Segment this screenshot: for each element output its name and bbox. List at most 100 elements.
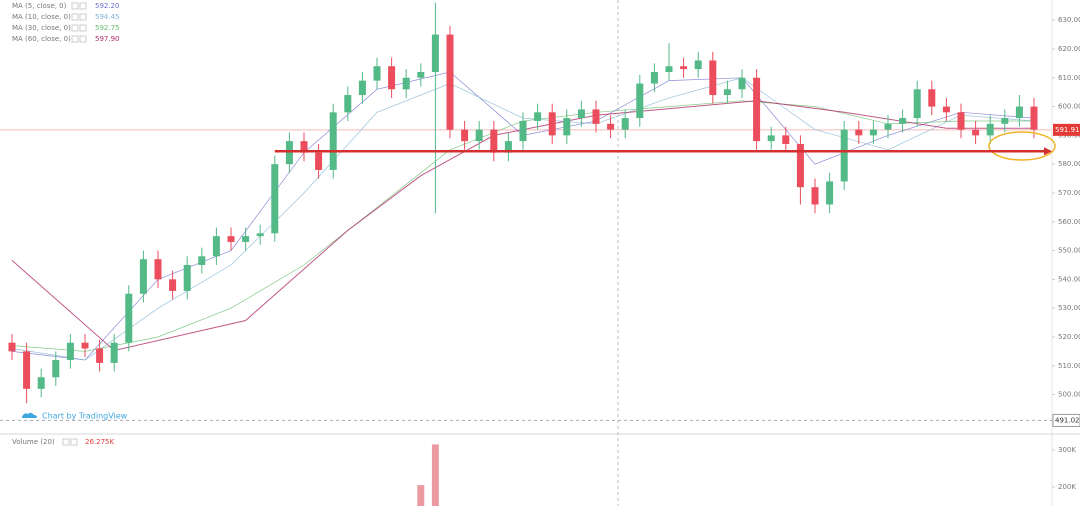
candle-body [110, 342, 118, 363]
candle-body [957, 112, 965, 130]
candle-body [198, 256, 206, 265]
candle-body [402, 77, 410, 90]
y-tick-label: 600.00 [1058, 103, 1080, 111]
candle-body [81, 342, 89, 349]
legend-icon [79, 24, 87, 32]
volume-last: 26.275K [85, 438, 114, 446]
candle-body [490, 129, 498, 153]
y-tick-label: 530.00 [1058, 304, 1080, 312]
candle-body [665, 66, 673, 72]
candle-body [154, 259, 162, 280]
candle-body [139, 259, 147, 294]
candle-body [548, 112, 556, 136]
candle-body [738, 77, 746, 90]
legend-icon [71, 13, 79, 21]
candle-body [534, 112, 542, 121]
price-label-bg [1053, 123, 1080, 136]
candle-body [899, 118, 907, 124]
candle-body [563, 118, 571, 136]
legend-icon [71, 35, 79, 43]
candle-body [37, 377, 45, 389]
candle-body [636, 83, 644, 119]
y-tick-label: 500.00 [1058, 391, 1080, 399]
candle-body [285, 141, 293, 165]
candle-body [227, 236, 235, 242]
watermark: Chart by TradingView [22, 412, 128, 421]
candle-body [183, 264, 191, 291]
legend-icon [70, 438, 78, 446]
candle-body [577, 109, 585, 119]
candle-body [796, 144, 804, 188]
candle-body [811, 187, 819, 205]
candle-body [519, 120, 527, 142]
candle-body [271, 164, 279, 234]
candle-body [913, 89, 921, 119]
y-tick-label: 630.00 [1058, 16, 1080, 24]
candle-body [1015, 106, 1023, 119]
candle-body [256, 233, 264, 237]
candle-body [96, 348, 104, 363]
watermark-text: Chart by TradingView [42, 412, 128, 421]
legend-value: 597.90 [95, 35, 120, 43]
candle-body [358, 80, 366, 96]
candle-body [694, 60, 702, 70]
candle-body [242, 236, 250, 242]
candle-body [782, 135, 790, 144]
legend-value: 592.20 [95, 2, 120, 10]
candle-body [942, 106, 950, 113]
legend-icon [79, 2, 87, 10]
highlight-ellipse [988, 131, 1056, 161]
legend: MA (5, close, 0) 592.20 MA (10, close, 0) 5… [12, 2, 120, 43]
candle-body [680, 66, 688, 70]
annotation-arrow [1044, 147, 1052, 156]
candle-body [169, 279, 177, 291]
legend-icon [79, 13, 87, 21]
legend-name: MA (10, close, 0) [12, 13, 71, 21]
candle-body [621, 118, 629, 130]
candle-body [315, 152, 323, 170]
low-label-bg [1052, 413, 1080, 427]
candle-body [300, 141, 308, 153]
y-tick-label: 610.00 [1058, 74, 1080, 82]
candle-body [869, 129, 877, 136]
y-tick-label: 540.00 [1058, 275, 1080, 283]
legend-value: 594.45 [95, 13, 120, 21]
candle-body [125, 293, 133, 343]
candle-body [66, 342, 74, 360]
candle-body [446, 34, 454, 130]
legend-icon [79, 35, 87, 43]
low-label: 491.02 [1055, 416, 1080, 424]
watermark-icon [22, 412, 37, 418]
legend-name: MA (30, close, 0) [12, 24, 71, 32]
candle-body [884, 123, 892, 130]
legend-icon [62, 438, 70, 446]
candle-body [373, 66, 381, 81]
candle-body [928, 89, 936, 107]
legend-value: 592.75 [95, 24, 120, 32]
legend-icon [71, 2, 79, 10]
price-label: 591.91 [1055, 126, 1080, 134]
candle-body [329, 112, 337, 170]
candle-body [723, 89, 731, 96]
candle-body [504, 141, 512, 153]
candle-body [475, 129, 483, 142]
candle-body [826, 181, 834, 205]
candle-body [650, 72, 658, 84]
y-tick-label: 580.00 [1058, 160, 1080, 168]
candle-body [767, 135, 775, 142]
candle-body [431, 34, 439, 72]
candle-body [344, 95, 352, 113]
legend-name: MA (60, close, 0) [12, 35, 71, 43]
candle-body [23, 351, 31, 389]
volume-title: Volume (20) [12, 438, 55, 446]
y-tick-label: 620.00 [1058, 45, 1080, 53]
candle-body [388, 66, 396, 90]
volume-bar [417, 485, 425, 506]
y-tick-label: 520.00 [1058, 333, 1080, 341]
y-tick-label: 560.00 [1058, 218, 1080, 226]
y-tick-label: 510.00 [1058, 362, 1080, 370]
y-tick-label: 200K [1058, 483, 1076, 491]
candle-body [972, 129, 980, 136]
candle-body [1030, 106, 1038, 130]
y-tick-label: 550.00 [1058, 247, 1080, 255]
